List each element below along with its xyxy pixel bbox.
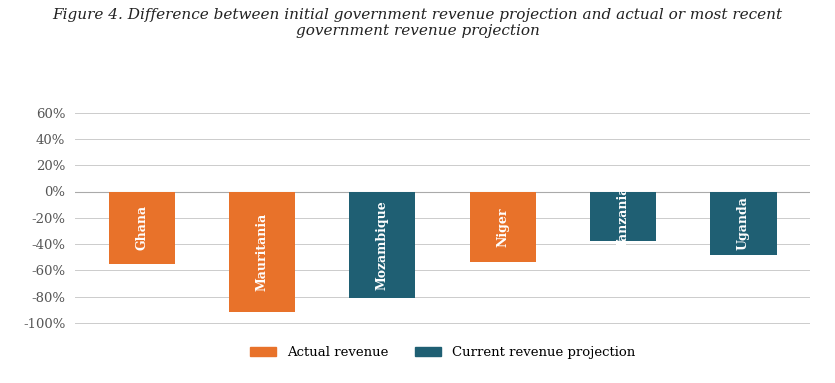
Bar [469,192,536,262]
Bar [711,192,777,255]
Text: Ghana: Ghana [135,205,148,250]
Text: Tanzania: Tanzania [616,185,630,248]
Text: Uganda: Uganda [737,196,750,250]
Legend: Actual revenue, Current revenue projection: Actual revenue, Current revenue projecti… [245,340,640,364]
Bar [590,192,656,241]
Bar [349,192,416,298]
Text: Figure 4. Difference between initial government revenue projection and actual or: Figure 4. Difference between initial gov… [53,8,782,38]
Bar [109,192,175,264]
Text: Mozambique: Mozambique [376,200,389,290]
Text: Niger: Niger [496,207,509,247]
Bar [229,192,295,312]
Text: Mauritania: Mauritania [256,213,269,291]
